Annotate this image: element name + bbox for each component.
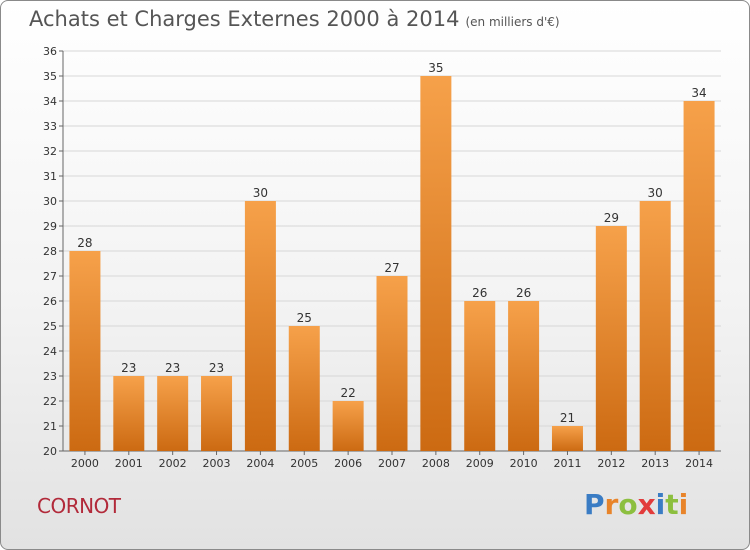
data-label: 27 [384,261,399,275]
bar [551,426,583,451]
chart-title: Achats et Charges Externes 2000 à 2014 (e… [29,7,560,31]
data-label: 23 [165,361,180,375]
y-tick-label: 36 [43,45,57,58]
y-tick-label: 20 [43,445,57,458]
data-label: 29 [604,211,619,225]
data-labels: 28 23 23 23 30 25 22 27 35 26 26 21 29 30 34 [77,61,706,425]
x-tick-label: 2003 [203,457,231,470]
x-tick-label: 2014 [685,457,713,470]
y-tick-label: 28 [43,245,57,258]
bars [69,76,715,451]
bar [683,101,715,451]
bar [69,251,101,451]
y-tick-label: 34 [43,95,57,108]
bar [508,301,540,451]
bar [288,326,320,451]
proxiti-logo: Proxiti [584,488,688,521]
bar [595,226,627,451]
bar [332,401,364,451]
data-label: 21 [560,411,575,425]
x-tick-label: 2004 [246,457,274,470]
bar [639,201,671,451]
logo-letter: P [584,488,605,521]
x-tick-label: 2010 [510,457,538,470]
y-tick-label: 32 [43,145,57,158]
data-label: 25 [297,311,312,325]
x-tick-label: 2008 [422,457,450,470]
y-tick-label: 33 [43,120,57,133]
data-label: 30 [648,186,663,200]
x-tick-label: 2007 [378,457,406,470]
data-label: 30 [253,186,268,200]
y-tick-label: 31 [43,170,57,183]
data-label: 35 [428,61,443,75]
bar [113,376,145,451]
chart-unit: (en milliers d'€) [465,15,560,29]
x-tick-label: 2000 [71,457,99,470]
logo-letter: r [604,488,619,521]
y-tick-label: 30 [43,195,57,208]
y-tick-labels: 20 21 22 23 24 25 26 27 28 29 30 31 32 33 34 35 36 [43,45,57,458]
data-label: 28 [77,236,92,250]
x-tick-label: 2012 [597,457,625,470]
y-tick-label: 27 [43,270,57,283]
x-tick-label: 2009 [466,457,494,470]
bar [201,376,233,451]
bar [157,376,189,451]
x-tick-label: 2013 [641,457,669,470]
data-label: 22 [340,386,355,400]
bar [376,276,408,451]
x-tick-labels: 2000 2001 2002 2003 2004 2005 2006 2007 2008 2009… [71,457,713,470]
bar [464,301,496,451]
x-tick-label: 2005 [290,457,318,470]
x-tick-label: 2002 [159,457,187,470]
y-tick-label: 23 [43,370,57,383]
place-name: CORNOT [37,494,121,518]
x-tick-label: 2001 [115,457,143,470]
y-tick-label: 22 [43,395,57,408]
data-label: 26 [516,286,531,300]
bar [244,201,276,451]
x-tick-label: 2006 [334,457,362,470]
logo-letter: x [637,488,656,521]
chart-title-text: Achats et Charges Externes 2000 à 2014 [29,7,460,31]
y-tick-label: 29 [43,220,57,233]
logo-letter: i [678,488,689,521]
data-label: 23 [209,361,224,375]
y-tick-label: 24 [43,345,57,358]
logo-letter: o [618,488,638,521]
data-label: 23 [121,361,136,375]
data-label: 26 [472,286,487,300]
y-tick-label: 26 [43,295,57,308]
logo-letter: t [665,488,679,521]
logo-letter: i [655,488,666,521]
y-tick-label: 25 [43,320,57,333]
y-tick-label: 35 [43,70,57,83]
bar [420,76,452,451]
data-label: 34 [691,86,706,100]
y-tick-label: 21 [43,420,57,433]
x-tick-label: 2011 [553,457,581,470]
